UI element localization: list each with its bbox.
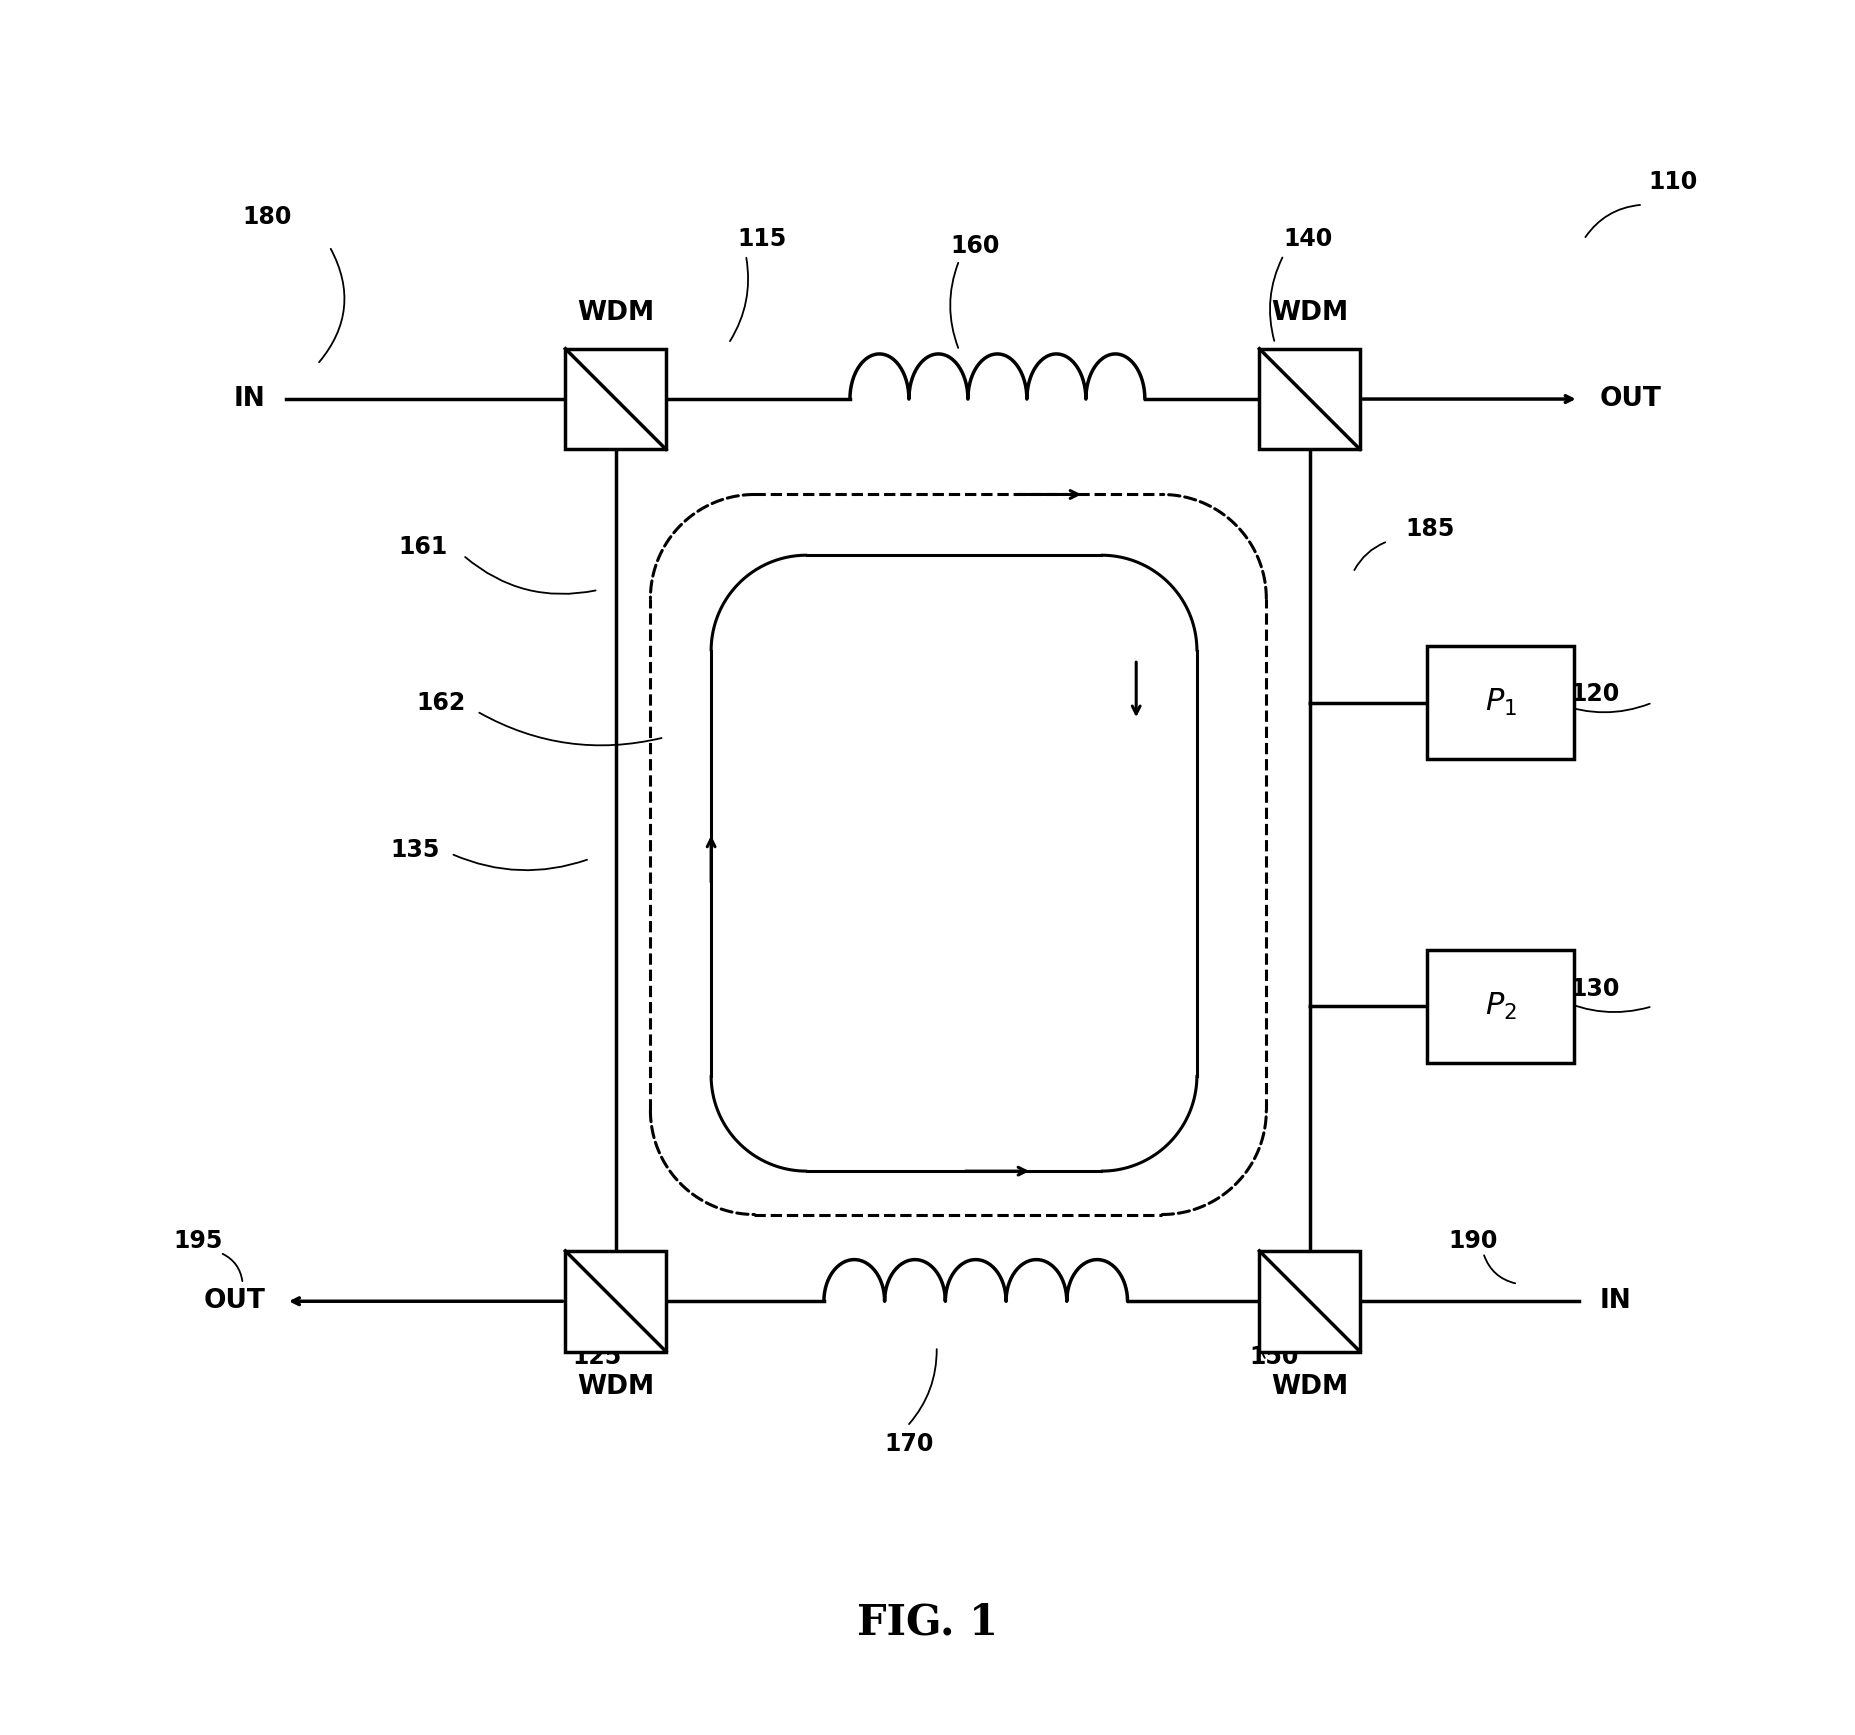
Text: $P_2$: $P_2$ bbox=[1484, 991, 1516, 1022]
Text: 160: 160 bbox=[950, 234, 1000, 259]
Text: 162: 162 bbox=[416, 691, 466, 715]
Text: WDM: WDM bbox=[1271, 1374, 1347, 1400]
Bar bbox=[566, 349, 666, 449]
Text: WDM: WDM bbox=[577, 300, 655, 326]
Text: 130: 130 bbox=[1569, 977, 1618, 1001]
Bar bbox=[1260, 349, 1360, 449]
Text: WDM: WDM bbox=[1271, 300, 1347, 326]
Text: 125: 125 bbox=[571, 1345, 621, 1369]
Text: 135: 135 bbox=[390, 838, 440, 862]
Text: IN: IN bbox=[1599, 1289, 1631, 1313]
Text: 180: 180 bbox=[243, 205, 291, 229]
Text: FIG. 1: FIG. 1 bbox=[857, 1601, 998, 1643]
Text: 195: 195 bbox=[173, 1228, 223, 1253]
Text: 120: 120 bbox=[1569, 682, 1618, 706]
Text: 190: 190 bbox=[1447, 1228, 1497, 1253]
Bar bbox=[1426, 951, 1573, 1062]
Bar bbox=[1260, 1251, 1360, 1352]
Text: OUT: OUT bbox=[204, 1289, 265, 1313]
Bar bbox=[566, 1251, 666, 1352]
Text: 161: 161 bbox=[399, 534, 447, 559]
Text: $P_1$: $P_1$ bbox=[1484, 687, 1516, 718]
Text: 150: 150 bbox=[1248, 1345, 1298, 1369]
Text: OUT: OUT bbox=[1599, 387, 1660, 411]
Bar bbox=[1426, 647, 1573, 760]
Text: 140: 140 bbox=[1284, 227, 1332, 252]
Text: 185: 185 bbox=[1404, 517, 1454, 541]
Text: 170: 170 bbox=[885, 1431, 933, 1456]
Text: 115: 115 bbox=[736, 227, 787, 252]
Text: 110: 110 bbox=[1647, 170, 1695, 194]
Text: WDM: WDM bbox=[577, 1374, 655, 1400]
Text: IN: IN bbox=[234, 387, 265, 411]
